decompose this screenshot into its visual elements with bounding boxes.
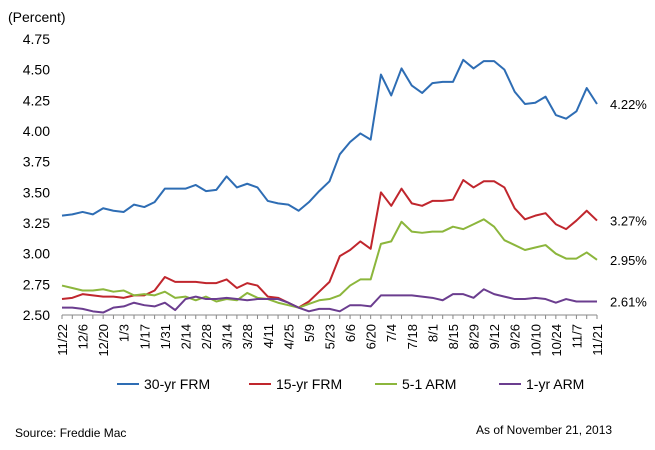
end-value-label: 2.95% xyxy=(610,253,647,268)
series-line-15-yr-frm xyxy=(61,179,598,309)
x-tick-label: 12/6 xyxy=(76,324,91,349)
x-tick-label: 3/28 xyxy=(240,324,255,349)
x-tick-label: 5/9 xyxy=(302,324,317,342)
x-tick-label: 9/12 xyxy=(487,324,502,349)
x-tick-label: 11/21 xyxy=(590,324,605,356)
legend: 30-yr FRM 15-yr FRM 5-1 ARM 1-yr ARM xyxy=(117,376,584,392)
x-tick-label: 1/3 xyxy=(117,324,132,342)
legend-label: 1-yr ARM xyxy=(526,376,584,392)
legend-label: 30-yr FRM xyxy=(144,376,210,392)
y-tick-label: 2.75 xyxy=(23,276,50,292)
y-tick-label: 3.50 xyxy=(23,184,50,200)
series-end-labels: 4.22% 3.27% 2.95% 2.61% xyxy=(610,97,647,309)
y-tick-label: 4.50 xyxy=(23,62,50,78)
as-of-note: As of November 21, 2013 xyxy=(476,423,612,437)
x-tick-label: 8/15 xyxy=(446,324,461,349)
x-axis-ticks: 11/22 12/6 12/20 1/3 1/17 1/31 2/14 2/28 3/14 3/2… xyxy=(55,315,605,357)
y-tick-label: 4.75 xyxy=(23,31,50,47)
x-tick-label: 2/28 xyxy=(199,324,214,349)
x-tick-label: 7/18 xyxy=(405,324,420,349)
y-axis-unit-label: (Percent) xyxy=(8,9,66,25)
y-tick-label: 2.50 xyxy=(23,307,50,323)
x-tick-label: 10/24 xyxy=(549,324,564,357)
y-tick-label: 3.00 xyxy=(23,246,50,262)
end-value-label: 2.61% xyxy=(610,295,647,310)
y-tick-label: 4.00 xyxy=(23,123,50,139)
end-value-label: 4.22% xyxy=(610,97,647,112)
y-tick-label: 3.25 xyxy=(23,215,50,231)
source-note: Source: Freddie Mac xyxy=(15,426,126,440)
x-tick-label: 7/4 xyxy=(384,324,399,342)
x-tick-label: 1/31 xyxy=(158,324,173,349)
end-value-label: 3.27% xyxy=(610,214,647,229)
x-tick-label: 10/10 xyxy=(528,324,543,357)
x-tick-label: 11/22 xyxy=(55,324,70,356)
x-tick-label: 4/11 xyxy=(261,324,276,348)
legend-label: 15-yr FRM xyxy=(276,376,342,392)
x-tick-label: 9/26 xyxy=(508,324,523,349)
y-tick-label: 4.25 xyxy=(23,92,50,108)
x-tick-label: 4/25 xyxy=(281,324,296,349)
x-tick-label: 5/23 xyxy=(323,324,338,349)
x-tick-label: 8/1 xyxy=(425,324,440,342)
series-line-1-yr-arm xyxy=(62,288,597,314)
x-tick-label: 3/14 xyxy=(220,324,235,349)
x-tick-label: 12/20 xyxy=(96,324,111,357)
x-tick-label: 11/7 xyxy=(569,324,584,348)
y-axis-ticks: 2.50 2.75 3.00 3.25 3.50 3.75 4.00 4.25 4.50 4.75 xyxy=(23,31,50,323)
x-tick-label: 1/17 xyxy=(137,324,152,349)
series-line-30-yr-frm xyxy=(61,58,598,217)
x-tick-label: 8/29 xyxy=(467,324,482,349)
x-tick-label: 6/6 xyxy=(343,324,358,342)
legend-label: 5-1 ARM xyxy=(402,376,456,392)
series-line-5-1-arm xyxy=(61,218,598,309)
y-tick-label: 3.75 xyxy=(23,154,50,170)
x-tick-label: 6/20 xyxy=(364,324,379,349)
x-tick-label: 2/14 xyxy=(178,324,193,349)
series-lines xyxy=(61,58,598,314)
